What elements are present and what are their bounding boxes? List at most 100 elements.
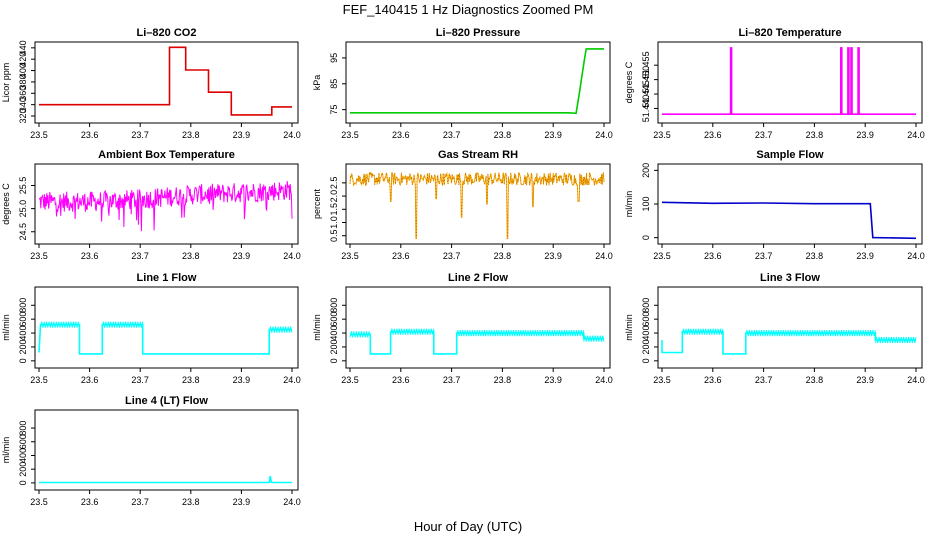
x-tick-label: 23.9 bbox=[544, 375, 562, 385]
x-tick-label: 23.9 bbox=[856, 375, 874, 385]
x-tick-label: 23.7 bbox=[755, 251, 773, 261]
x-tick-label: 23.5 bbox=[341, 251, 359, 261]
x-tick-label: 23.8 bbox=[494, 375, 512, 385]
series-line bbox=[662, 47, 916, 115]
y-tick-label: 0 bbox=[641, 358, 651, 363]
x-tick-label: 23.7 bbox=[755, 130, 773, 140]
x-tick-label: 23.5 bbox=[30, 497, 48, 507]
y-tick-label: 100 bbox=[641, 196, 651, 211]
y-tick-label: 200 bbox=[329, 339, 339, 354]
x-tick-label: 23.8 bbox=[806, 130, 824, 140]
y-axis-label: degrees C bbox=[624, 61, 634, 103]
figure-xlabel: Hour of Day (UTC) bbox=[414, 519, 522, 534]
y-axis-label: degrees C bbox=[1, 183, 11, 225]
x-tick-label: 24.0 bbox=[283, 497, 301, 507]
panel-title: Li–820 Pressure bbox=[436, 27, 520, 39]
y-tick-label: 200 bbox=[18, 339, 28, 354]
panel-title: Ambient Box Temperature bbox=[98, 149, 235, 161]
x-tick-label: 23.5 bbox=[30, 251, 48, 261]
panel-title: Line 4 (LT) Flow bbox=[125, 395, 208, 407]
y-axis-label: ml/min bbox=[1, 314, 11, 341]
y-tick-label: 51.440 bbox=[641, 95, 651, 123]
y-tick-label: 600 bbox=[329, 312, 339, 327]
x-tick-label: 23.7 bbox=[131, 497, 149, 507]
y-tick-label: 25.0 bbox=[18, 200, 28, 218]
panel-10: Line 4 (LT) Flow ml/min 23.5 23.6 23.7 23.8 23… bbox=[1, 395, 301, 507]
y-tick-label: 600 bbox=[18, 434, 28, 449]
y-tick-label: 1.0 bbox=[329, 216, 339, 229]
flow-ripple bbox=[349, 328, 605, 342]
y-tick-label: 200 bbox=[641, 339, 651, 354]
series-line bbox=[661, 330, 916, 355]
x-tick-label: 23.7 bbox=[131, 251, 149, 261]
y-tick-label: 400 bbox=[329, 326, 339, 341]
x-tick-label: 23.9 bbox=[233, 130, 251, 140]
series-line bbox=[661, 201, 917, 240]
y-tick-label: 0.5 bbox=[329, 229, 339, 242]
series-line bbox=[350, 330, 604, 355]
x-tick-label: 23.6 bbox=[81, 251, 99, 261]
plot-frame bbox=[657, 41, 923, 124]
y-tick-label: 800 bbox=[18, 421, 28, 436]
y-tick-label: 51.455 bbox=[641, 51, 651, 79]
plot-frame bbox=[34, 409, 299, 491]
y-tick-label: 420 bbox=[18, 52, 28, 67]
y-tick-label: 2.5 bbox=[329, 177, 339, 190]
panel-7: Line 1 Flow ml/min 23.5 23.6 23.7 23.8 23.9 24.… bbox=[1, 272, 301, 385]
series-line bbox=[38, 323, 292, 355]
x-tick-label: 24.0 bbox=[283, 251, 301, 261]
x-tick-label: 23.7 bbox=[755, 375, 773, 385]
x-tick-label: 23.8 bbox=[182, 497, 200, 507]
y-tick-label: 800 bbox=[641, 298, 651, 313]
y-axis-label: ml/min bbox=[624, 191, 634, 218]
y-axis-label: ml/min bbox=[624, 314, 634, 341]
y-tick-label: 600 bbox=[18, 312, 28, 327]
plot-frame bbox=[345, 163, 611, 245]
x-tick-label: 23.9 bbox=[233, 497, 251, 507]
panel-title: Line 1 Flow bbox=[137, 272, 197, 284]
panel-title: Li–820 CO2 bbox=[137, 27, 197, 39]
x-tick-label: 24.0 bbox=[595, 251, 613, 261]
x-tick-label: 23.6 bbox=[81, 497, 99, 507]
x-tick-label: 23.6 bbox=[704, 130, 722, 140]
y-tick-label: 75 bbox=[329, 105, 339, 115]
panel-5: Gas Stream RH percent 23.5 23.6 23.7 23.8 23.9… bbox=[312, 149, 613, 261]
x-tick-label: 23.8 bbox=[182, 375, 200, 385]
flow-ripple bbox=[40, 321, 293, 333]
y-tick-label: 320 bbox=[18, 109, 28, 124]
x-tick-label: 23.9 bbox=[544, 130, 562, 140]
x-tick-label: 23.6 bbox=[704, 251, 722, 261]
y-tick-label: 0 bbox=[18, 358, 28, 363]
y-axis-label: percent bbox=[312, 188, 322, 219]
series-line bbox=[350, 48, 604, 115]
x-tick-label: 23.5 bbox=[341, 130, 359, 140]
series-points bbox=[349, 172, 605, 239]
y-axis-label: Licor ppm bbox=[1, 63, 11, 103]
plot-frame bbox=[34, 286, 299, 369]
y-tick-label: 800 bbox=[18, 298, 28, 313]
series-line bbox=[38, 180, 293, 232]
panel-title: Line 2 Flow bbox=[448, 272, 508, 284]
flow-ripple bbox=[681, 328, 917, 344]
y-tick-label: 360 bbox=[18, 86, 28, 101]
plot-frame bbox=[34, 41, 299, 124]
panel-4: Ambient Box Temperature degrees C 23.5 23.6… bbox=[1, 149, 301, 261]
panel-1: Li–820 CO2 Licor ppm 23.5 23.6 23.7 23.8 23.9 2… bbox=[1, 27, 301, 140]
y-tick-label: 0 bbox=[18, 480, 28, 485]
plot-frame bbox=[657, 286, 923, 369]
x-tick-label: 23.5 bbox=[653, 130, 671, 140]
panel-title: Gas Stream RH bbox=[438, 149, 518, 161]
panel-6: Sample Flow ml/min 23.5 23.6 23.7 23.8 23.9 24.… bbox=[624, 149, 925, 261]
x-tick-label: 23.6 bbox=[81, 130, 99, 140]
y-axis-label: ml/min bbox=[1, 437, 11, 464]
x-tick-label: 23.7 bbox=[131, 130, 149, 140]
x-tick-label: 23.8 bbox=[494, 251, 512, 261]
x-tick-label: 23.6 bbox=[392, 375, 410, 385]
panel-title: Li–820 Temperature bbox=[738, 27, 841, 39]
x-tick-label: 24.0 bbox=[595, 130, 613, 140]
y-tick-label: 0 bbox=[641, 235, 651, 240]
y-tick-label: 400 bbox=[18, 63, 28, 78]
y-tick-label: 340 bbox=[18, 97, 28, 112]
y-tick-label: 25.5 bbox=[18, 177, 28, 195]
